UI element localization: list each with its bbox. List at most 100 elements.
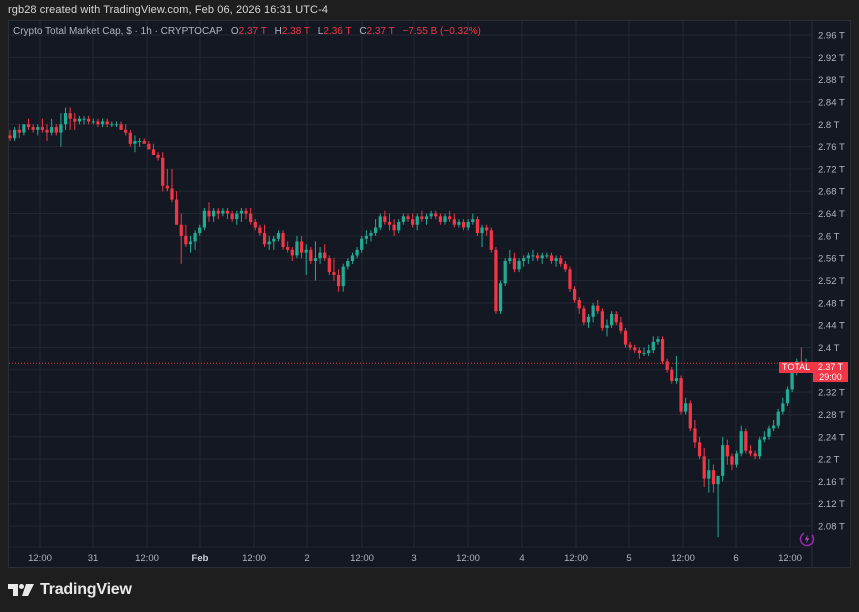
candle-body <box>124 129 128 133</box>
time-axis-tick: 3 <box>411 553 416 564</box>
candle-body <box>707 470 711 479</box>
price-axis-tick: 2.16 T <box>818 477 845 488</box>
candle-body <box>651 341 655 351</box>
legend-close-value: 2.37 T <box>366 26 395 37</box>
candle-body <box>73 118 77 122</box>
chart-area[interactable] <box>8 20 851 568</box>
candle-body <box>40 127 45 130</box>
candle-body <box>776 411 780 426</box>
candle-body <box>253 221 257 228</box>
candle-body <box>360 238 364 250</box>
candle-body <box>526 255 530 259</box>
legend-open-label: O <box>230 26 239 37</box>
candle-body <box>438 216 443 222</box>
candle-body <box>494 249 498 312</box>
price-axis-tick: 2.12 T <box>818 499 845 510</box>
candle-body <box>54 127 58 133</box>
tradingview-logo[interactable]: TradingView <box>8 581 132 599</box>
candle-body <box>508 258 512 261</box>
candle-body <box>105 121 109 125</box>
candle-body <box>170 188 174 200</box>
candle-body <box>716 475 720 485</box>
lightning-icon[interactable] <box>799 531 815 547</box>
candle-body <box>179 224 183 236</box>
time-axis-tick: 12:00 <box>671 553 695 564</box>
candle-body <box>633 347 637 351</box>
price-axis-tick: 2.08 T <box>818 522 845 533</box>
time-axis-tick: 4 <box>519 553 524 564</box>
time-axis-tick: Feb <box>192 553 209 564</box>
candle-body <box>309 249 313 261</box>
candle-body <box>336 274 341 287</box>
candle-body <box>610 314 614 326</box>
candle-body <box>341 266 345 287</box>
candle-body <box>660 339 665 362</box>
candle-body <box>299 241 304 253</box>
time-axis-tick: 31 <box>88 553 99 564</box>
candle-body <box>448 216 452 220</box>
legend-close-label: C <box>359 26 367 37</box>
time-axis-tick: 12:00 <box>28 553 52 564</box>
candle-body <box>730 456 734 465</box>
candle-body <box>26 124 31 128</box>
candle-body <box>693 428 697 443</box>
price-axis-tick: 2.84 T <box>818 97 845 108</box>
candle-body <box>753 453 757 457</box>
price-axis-tick: 2.72 T <box>818 164 845 175</box>
candle-body <box>471 219 475 222</box>
candle-body <box>184 235 188 245</box>
candle-body <box>568 269 572 289</box>
candle-body <box>133 141 137 144</box>
candle-body <box>489 230 493 250</box>
candle-body <box>45 129 49 133</box>
candle-body <box>781 403 785 412</box>
candle-body <box>137 141 142 143</box>
candle-body <box>554 258 558 261</box>
candle-body <box>387 221 392 225</box>
candle-body <box>721 445 725 476</box>
candle-body <box>619 322 623 331</box>
candle-body <box>540 255 544 259</box>
candle-body <box>522 258 526 261</box>
candle-body <box>147 143 151 150</box>
candle-body <box>36 127 40 130</box>
candle-body <box>545 255 549 257</box>
candle-body <box>276 233 281 239</box>
time-axis-tick: 12:00 <box>350 553 374 564</box>
candle-body <box>406 216 410 220</box>
candle-body <box>50 127 54 133</box>
price-axis-tick: 2.32 T <box>818 388 845 399</box>
candle-body <box>281 233 285 248</box>
price-axis-tick: 2.44 T <box>818 321 845 332</box>
candle-body <box>771 425 776 429</box>
candle-body <box>350 255 355 261</box>
candle-body <box>656 339 660 342</box>
candle-body <box>244 210 248 214</box>
legend-symbol[interactable]: Crypto Total Market Cap, $ · 1h · CRYPTO… <box>13 26 223 37</box>
candle-body <box>188 241 193 245</box>
candle-body <box>100 121 105 125</box>
candle-body <box>332 272 336 275</box>
candle-body <box>572 288 577 301</box>
candle-body <box>304 249 308 253</box>
candle-body <box>249 213 253 222</box>
candle-body <box>373 227 378 234</box>
candle-body <box>674 378 679 381</box>
candle-body <box>420 216 424 220</box>
candle-body <box>114 124 119 126</box>
candle-body <box>295 241 299 256</box>
candle-body <box>110 124 114 126</box>
price-axis-tick: 2.56 T <box>818 254 845 265</box>
price-axis-tick: 2.68 T <box>818 187 845 198</box>
candle-body <box>151 149 156 155</box>
time-axis-tick: 12:00 <box>456 553 480 564</box>
price-axis-tick: 2.6 T <box>818 231 840 242</box>
time-axis-tick: 12:00 <box>135 553 159 564</box>
legend-low-value: 2.36 T <box>323 26 352 37</box>
candle-body <box>198 227 202 234</box>
candle-body <box>785 389 790 404</box>
candle-body <box>22 124 26 133</box>
legend-high-value: 2.38 T <box>281 26 311 37</box>
candle-body <box>128 132 132 144</box>
